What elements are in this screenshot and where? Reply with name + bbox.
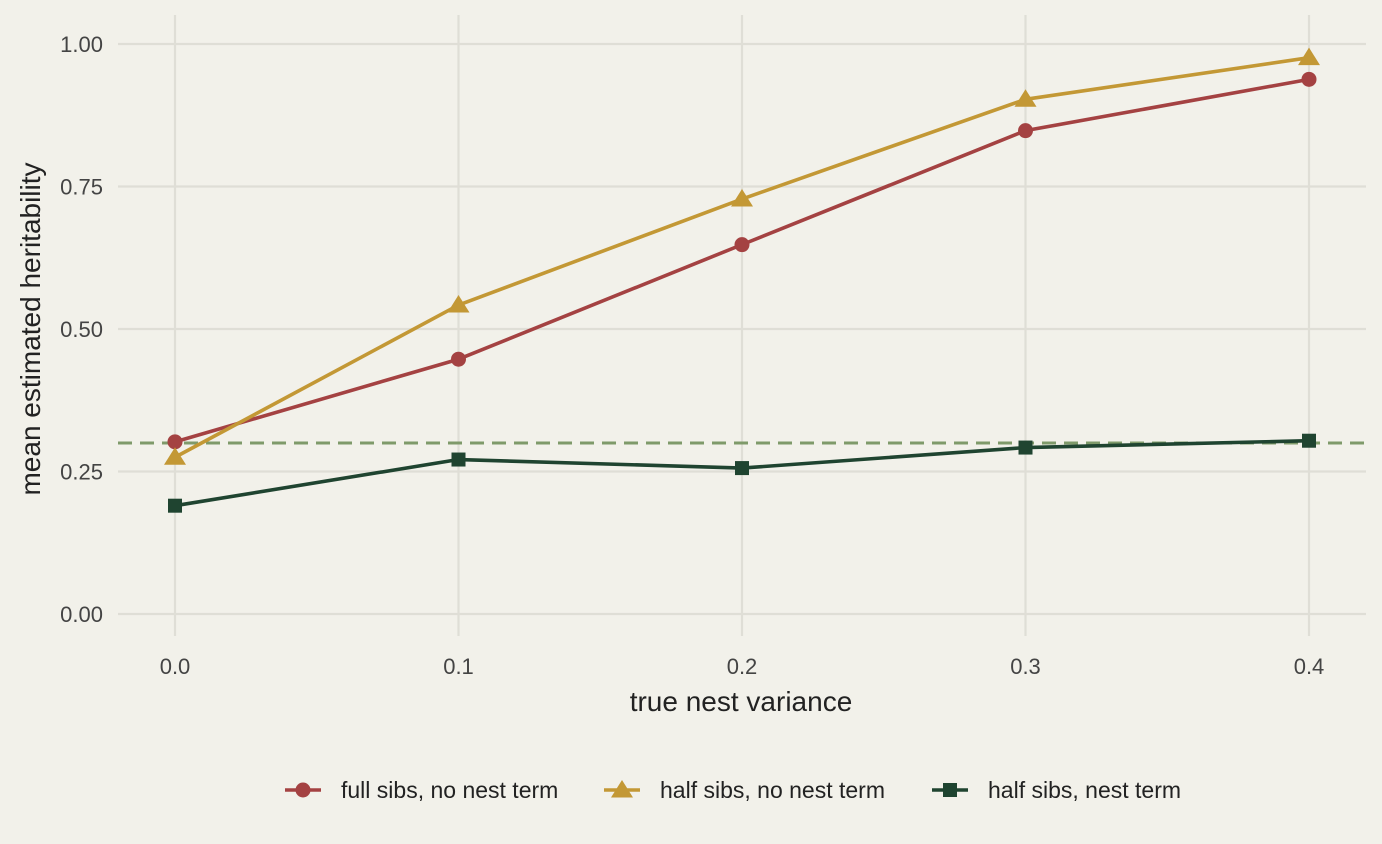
legend-key-marker [295, 782, 311, 798]
legend-item: half sibs, no nest term [604, 777, 885, 803]
data-point [1298, 47, 1320, 66]
series-3 [168, 433, 1316, 513]
data-point [1018, 123, 1033, 139]
data-point [1301, 71, 1317, 87]
series-layer [164, 47, 1320, 513]
grid [118, 15, 1366, 636]
legend-label: half sibs, no nest term [660, 777, 885, 803]
x-tick-label: 0.1 [443, 654, 474, 679]
x-tick-label: 0.2 [727, 654, 758, 679]
data-point [1018, 440, 1033, 455]
data-point [735, 461, 749, 476]
legend-item: full sibs, no nest term [285, 777, 558, 803]
data-point [451, 452, 466, 467]
y-axis-title: mean estimated heritability [15, 162, 46, 495]
data-point [451, 351, 466, 367]
data-point [167, 434, 183, 450]
data-point [168, 498, 182, 513]
x-tick-label: 0.4 [1294, 654, 1325, 679]
legend-key-marker [611, 780, 633, 798]
x-tick-label: 0.0 [160, 654, 191, 679]
legend-label: half sibs, nest term [988, 777, 1181, 803]
legend-key-marker [943, 783, 957, 797]
data-point [1302, 433, 1316, 448]
y-tick-label: 0.25 [60, 460, 103, 485]
legend-item: half sibs, nest term [932, 777, 1181, 803]
y-axis-ticks: 0.00 0.25 0.50 0.75 1.00 [60, 32, 103, 627]
series-1 [167, 71, 1317, 450]
y-tick-label: 0.00 [60, 602, 103, 627]
x-tick-label: 0.3 [1010, 654, 1041, 679]
legend: full sibs, no nest term half sibs, no nes… [285, 777, 1181, 803]
legend-label: full sibs, no nest term [341, 777, 558, 803]
data-point [731, 189, 753, 207]
data-point [447, 295, 470, 313]
data-point [734, 237, 750, 253]
data-point [164, 447, 186, 465]
x-axis-title: true nest variance [630, 686, 853, 717]
y-tick-label: 1.00 [60, 32, 103, 57]
y-tick-label: 0.75 [60, 175, 103, 200]
data-point [1014, 89, 1037, 107]
series-2 [164, 47, 1320, 465]
x-axis-ticks: 0.0 0.1 0.2 0.3 0.4 [160, 654, 1325, 679]
y-tick-label: 0.50 [60, 317, 103, 342]
